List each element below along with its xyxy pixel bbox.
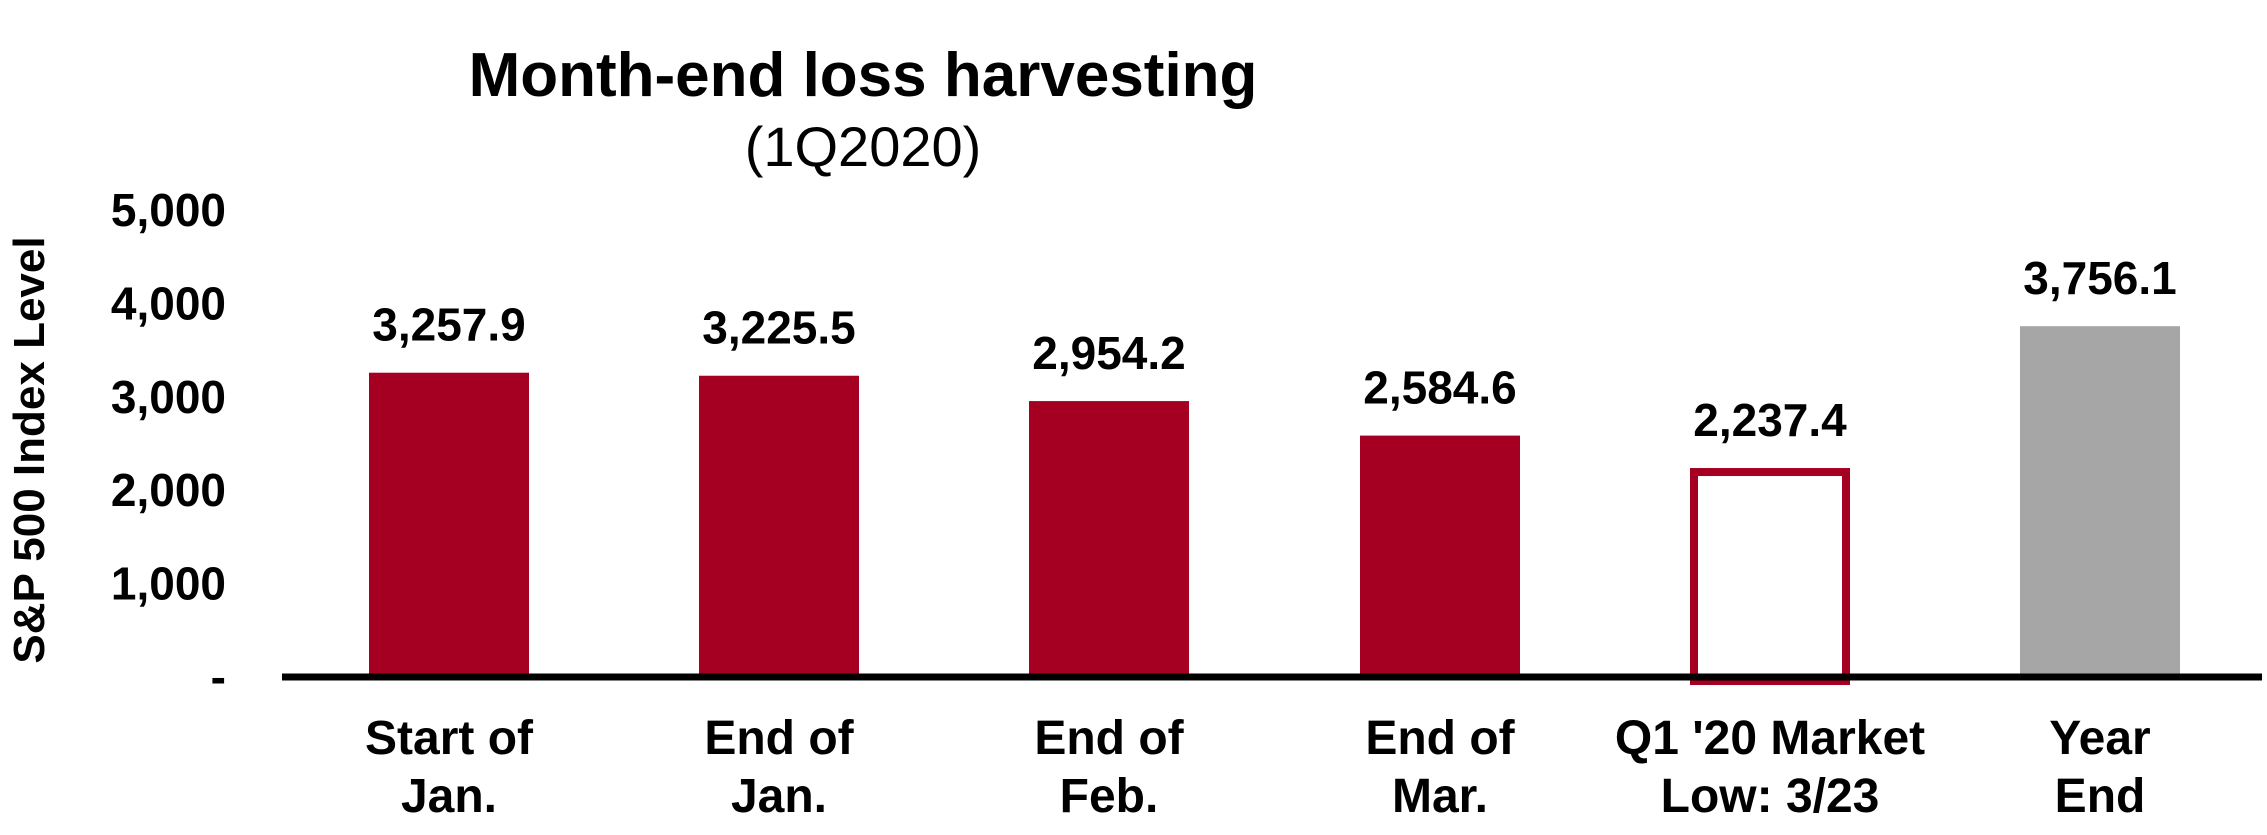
data-label: 2,954.2 xyxy=(1032,327,1185,379)
data-label: 2,584.6 xyxy=(1363,362,1516,414)
x-tick-label-line2: Mar. xyxy=(1391,770,1489,823)
y-tick-label: 5,000 xyxy=(111,184,226,236)
x-tick-label-line2: Jan. xyxy=(730,770,828,823)
x-tick-label-line1: End of xyxy=(704,712,854,765)
y-tick-label: 3,000 xyxy=(111,371,226,423)
chart-subtitle: (1Q2020) xyxy=(744,115,982,178)
bar xyxy=(369,372,529,677)
x-tick-label-line1: End of xyxy=(1365,712,1515,765)
x-tick-label: Q1 '20 Market Low: 3/23 xyxy=(1600,710,1940,826)
x-tick-label-line2: Low: 3/23 xyxy=(1660,770,1880,823)
x-tick-label: End of Feb. xyxy=(939,710,1279,826)
bar xyxy=(1029,401,1189,677)
bar xyxy=(2020,326,2180,677)
data-label: 3,225.5 xyxy=(702,302,855,354)
x-tick-label: Start of Jan. xyxy=(279,710,619,826)
x-tick-label-line1: End of xyxy=(1034,712,1184,765)
x-tick-label-line2: End xyxy=(2054,770,2146,823)
x-tick-label: Year End xyxy=(1930,710,2267,826)
x-tick-label-line2: Jan. xyxy=(400,770,498,823)
data-label: 3,756.1 xyxy=(2023,252,2176,304)
x-tick-label-line2: Feb. xyxy=(1059,770,1159,823)
y-tick-label: - xyxy=(211,651,226,703)
x-tick-label-line1: Start of xyxy=(365,712,533,765)
y-tick-label: 1,000 xyxy=(111,558,226,610)
y-tick-label: 4,000 xyxy=(111,277,226,329)
x-tick-label: End of Jan. xyxy=(609,710,949,826)
x-tick-label-line1: Year xyxy=(2049,712,2151,765)
bar xyxy=(699,375,859,677)
x-tick-label-line1: Q1 '20 Market xyxy=(1614,712,1926,765)
y-tick-label: 2,000 xyxy=(111,464,226,516)
data-label: 3,257.9 xyxy=(372,299,525,351)
x-tick-label: End of Mar. xyxy=(1270,710,1610,826)
bar xyxy=(1690,468,1850,685)
chart-title: Month-end loss harvesting xyxy=(468,41,1258,110)
data-label: 2,237.4 xyxy=(1693,394,1847,446)
bar xyxy=(1360,435,1520,677)
